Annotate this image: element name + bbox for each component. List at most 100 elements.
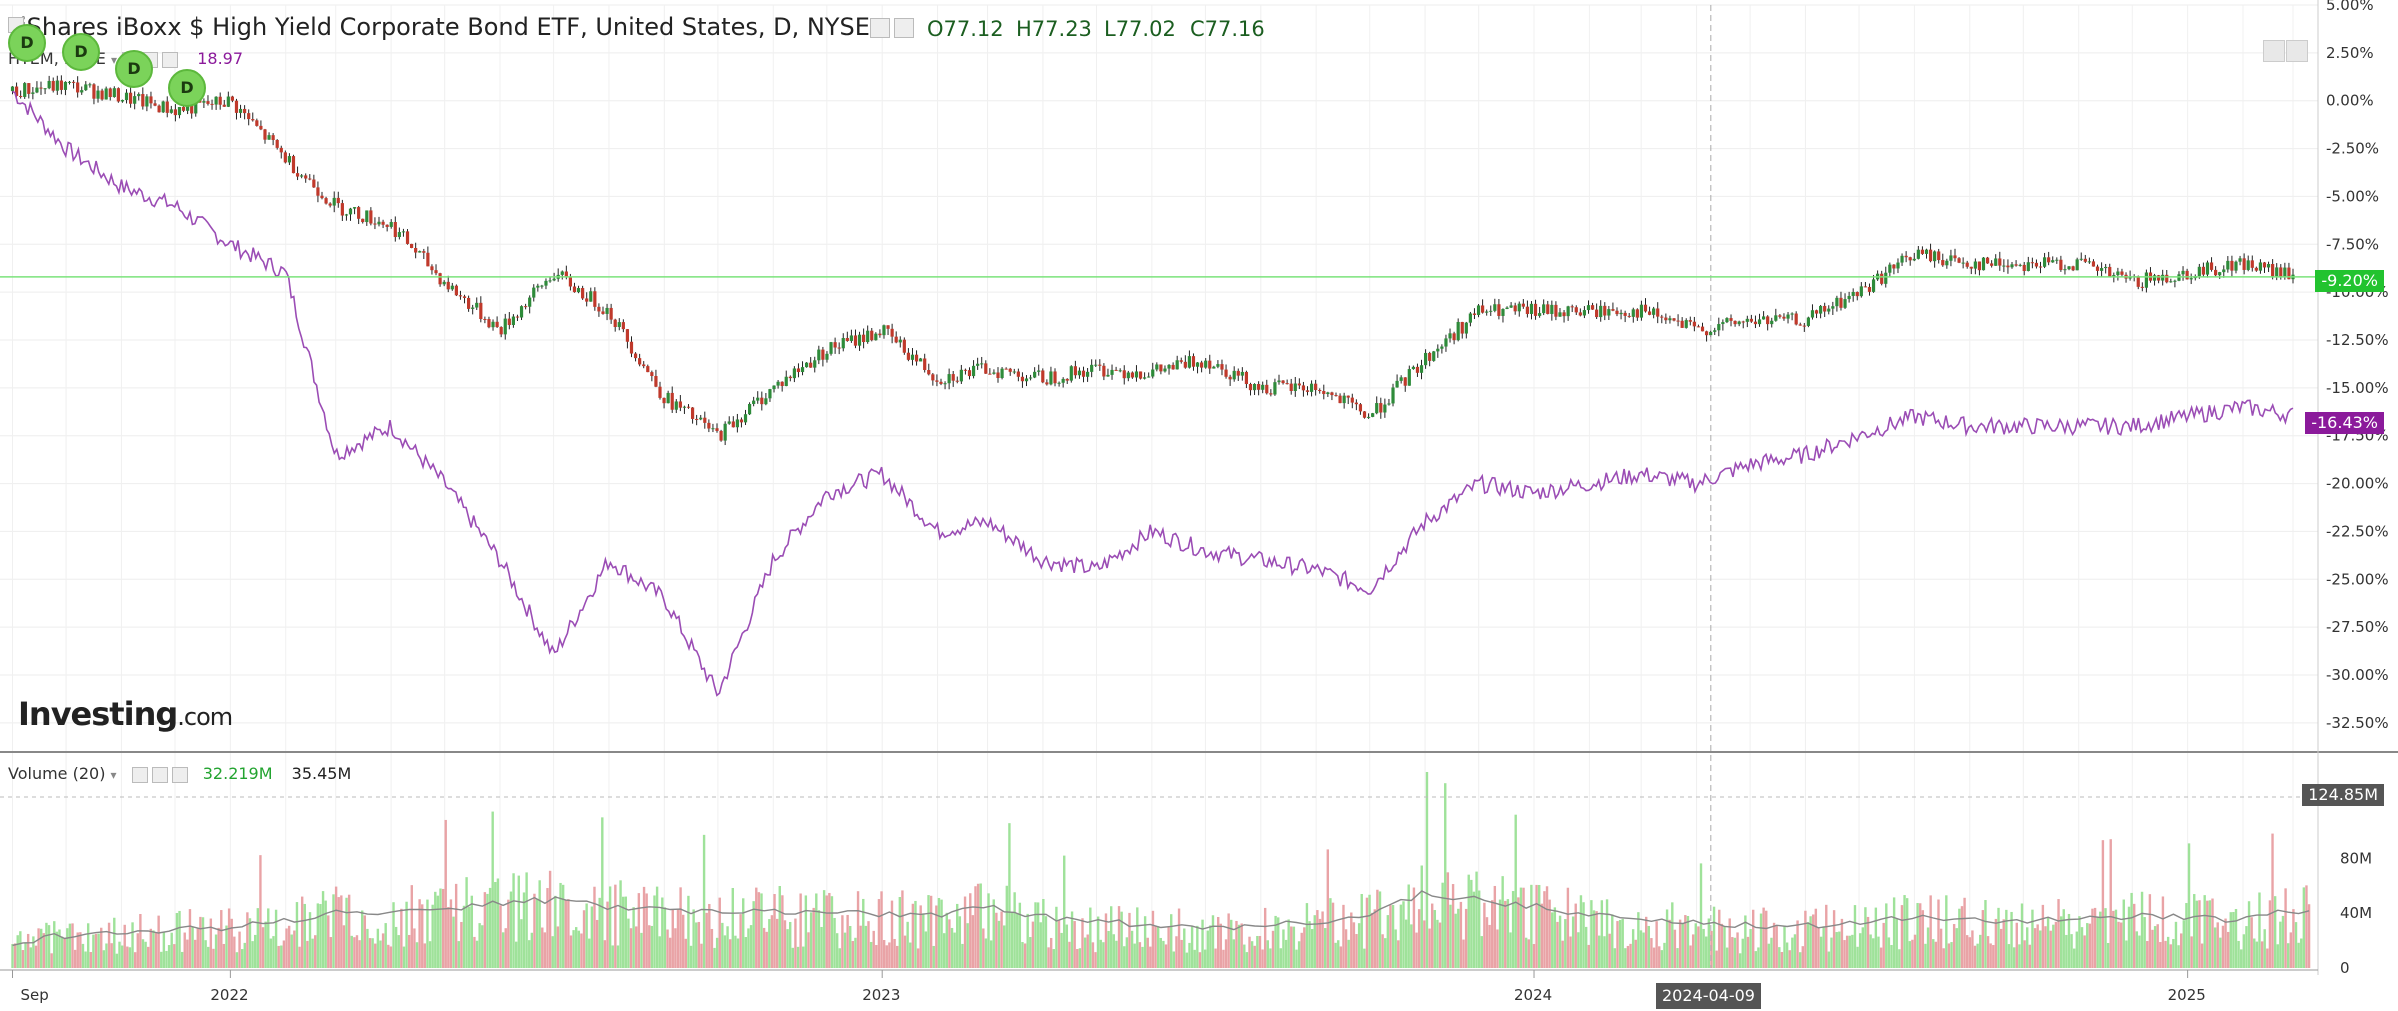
candle-body — [1057, 382, 1061, 384]
volume-bar — [238, 931, 241, 968]
chart-title[interactable]: iShares iBoxx $ High Yield Corporate Bon… — [8, 13, 885, 41]
candle-body — [283, 152, 287, 163]
volume-legend[interactable]: Volume (20) ▾ 32.219M 35.45M — [8, 764, 351, 783]
volume-bar — [1762, 907, 1765, 968]
volume-bar — [1141, 946, 1144, 968]
volume-bar — [42, 933, 46, 968]
candle-body — [2242, 258, 2246, 270]
candle-body — [2116, 271, 2120, 276]
volume-bar — [1992, 945, 1995, 968]
volume-bar — [1000, 911, 1003, 968]
candle-body — [2059, 259, 2063, 270]
candle-body — [1688, 320, 1692, 322]
volume-bar — [1634, 939, 1637, 968]
maximize-icon[interactable] — [2263, 40, 2285, 62]
restore-icon[interactable] — [2286, 40, 2308, 62]
candle-body — [992, 372, 996, 374]
volume-bar — [186, 939, 189, 968]
candle-body — [1281, 380, 1285, 384]
volume-bar — [350, 935, 353, 968]
volume-bar — [2250, 917, 2253, 968]
candle-body — [1961, 262, 1965, 264]
candle-body — [886, 325, 890, 329]
settings-icon[interactable] — [870, 17, 890, 38]
volume-bar — [569, 935, 573, 968]
volume-bar — [705, 912, 708, 968]
candle-body — [149, 96, 153, 104]
volume-bar — [1736, 932, 1739, 968]
volume-bar — [86, 923, 90, 968]
volume-bar — [473, 936, 476, 968]
dividend-marker[interactable]: D — [168, 69, 206, 107]
candle-body — [324, 198, 328, 204]
chevron-down-icon[interactable]: ▾ — [111, 53, 118, 67]
volume-bar — [1788, 950, 1791, 968]
volume-bar — [653, 895, 656, 968]
volume-bar — [207, 946, 210, 968]
volume-bar — [40, 928, 43, 968]
volume-bar — [1968, 937, 1972, 968]
volume-bar — [963, 896, 967, 968]
volume-bar — [817, 910, 821, 968]
volume-bar — [1673, 929, 1677, 968]
volume-bar — [1843, 940, 1846, 968]
gear-icon[interactable] — [151, 766, 168, 783]
dividend-marker[interactable]: D — [8, 24, 46, 62]
candle-body — [1635, 309, 1639, 318]
candle-body — [365, 210, 369, 223]
y-tick-label: -27.50% — [2326, 618, 2389, 636]
volume-bar — [1261, 949, 1264, 968]
volume-bar — [53, 921, 56, 968]
candle-body — [1191, 356, 1196, 367]
candle-body — [1981, 257, 1986, 271]
candle-body — [1892, 264, 1896, 269]
candle-body — [1175, 360, 1179, 370]
candle-body — [1077, 370, 1082, 376]
volume-bar — [2156, 924, 2159, 968]
y-tick-label: -12.50% — [2326, 331, 2389, 349]
candle-body — [222, 104, 226, 107]
volume-bar — [2080, 927, 2084, 968]
volume-bar — [1741, 938, 1744, 968]
volume-bar — [2138, 935, 2141, 968]
candle-body — [756, 397, 760, 401]
volume-bar — [1136, 907, 1139, 968]
volume-bar — [361, 910, 364, 968]
dividend-marker[interactable]: D — [115, 50, 153, 88]
volume-bar — [781, 895, 784, 968]
candle-body — [1696, 326, 1701, 328]
volume-bar — [2091, 908, 2094, 968]
volume-bar — [311, 938, 314, 968]
volume-bar — [880, 891, 883, 968]
investing-logo: Investing.com — [18, 695, 233, 733]
eye-icon[interactable] — [131, 766, 148, 783]
candle-body — [1680, 320, 1684, 328]
close-icon[interactable] — [162, 51, 179, 68]
volume-bar — [1146, 937, 1149, 968]
volume-bar — [1423, 920, 1426, 968]
candle-body — [1652, 308, 1656, 315]
close-icon[interactable] — [171, 766, 188, 783]
dividend-marker[interactable]: D — [62, 33, 100, 71]
volume-bar — [1566, 887, 1570, 968]
y-tick-label: -2.50% — [2326, 140, 2379, 158]
volume-bar — [1081, 918, 1084, 968]
volume-bar — [2268, 900, 2272, 968]
candle-body — [124, 92, 129, 100]
volume-bar — [76, 932, 79, 968]
volume-bar — [1851, 934, 1854, 968]
candle-body — [621, 322, 625, 330]
gear-icon[interactable] — [894, 17, 914, 38]
volume-bar — [434, 891, 437, 968]
volume-bar — [1360, 893, 1363, 968]
volume-bar — [233, 936, 236, 968]
candle-body — [401, 231, 406, 233]
volume-bar — [2062, 909, 2065, 968]
volume-bar — [1420, 865, 1423, 968]
chart-tools[interactable] — [870, 17, 918, 38]
candle-body — [1261, 384, 1265, 390]
volume-bar — [1785, 942, 1789, 968]
candle-body — [1798, 324, 1802, 326]
chevron-down-icon[interactable]: ▾ — [110, 768, 117, 782]
